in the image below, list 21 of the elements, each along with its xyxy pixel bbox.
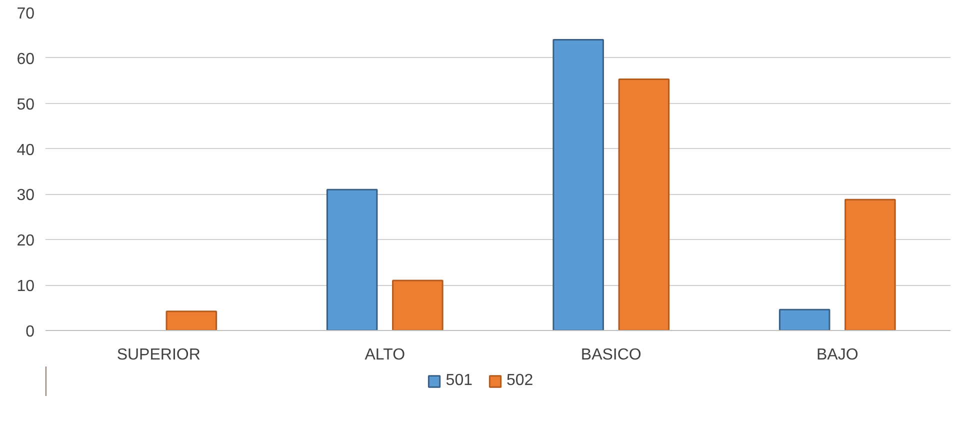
y-tick-label: 20 <box>16 232 35 250</box>
y-tick-label: 40 <box>16 142 35 159</box>
legend-label: 501 <box>446 372 472 390</box>
bar <box>326 188 378 330</box>
bar <box>844 198 896 330</box>
bar <box>618 78 670 330</box>
bar <box>552 39 604 330</box>
y-tick-label: 60 <box>16 50 35 68</box>
y-tick-label: 0 <box>26 324 35 340</box>
legend-label: 502 <box>506 372 534 390</box>
x-tick-label: BAJO <box>816 346 858 364</box>
y-tick-label: 10 <box>16 278 35 296</box>
x-tick-label: BASICO <box>580 346 642 364</box>
y-tick-label: 50 <box>16 96 35 114</box>
bar <box>166 310 218 330</box>
bar <box>778 308 830 330</box>
bar <box>392 280 444 330</box>
y-tick-label: 30 <box>16 187 35 204</box>
y-tick-label: 70 <box>16 6 35 22</box>
x-tick-label: ALTO <box>364 346 406 364</box>
x-tick-label: SUPERIOR <box>116 346 200 364</box>
